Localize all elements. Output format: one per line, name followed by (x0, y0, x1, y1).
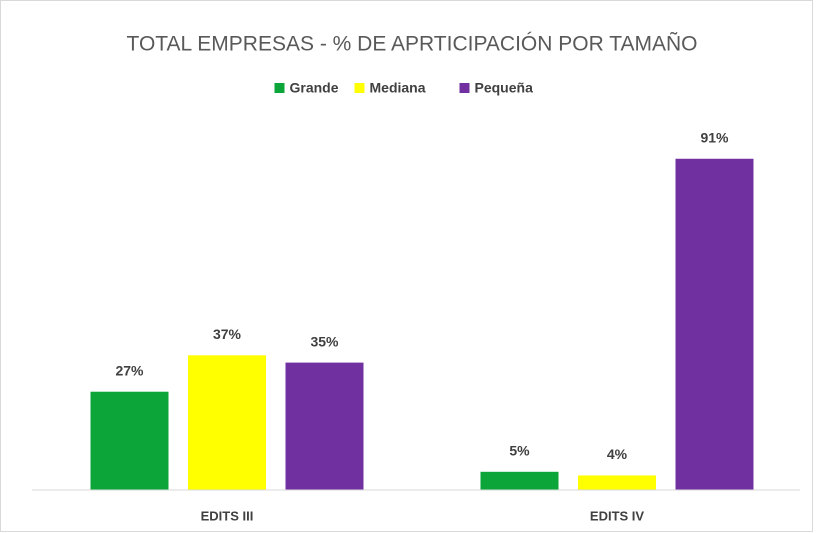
bar (480, 471, 559, 490)
bar (188, 355, 266, 490)
bar (285, 362, 364, 490)
legend-label: Mediana (370, 80, 426, 96)
data-label: 4% (607, 446, 628, 462)
bar (90, 391, 169, 490)
x-tick-label: EDITS III (201, 508, 254, 523)
data-label: 27% (115, 362, 144, 378)
bar (675, 158, 754, 490)
data-label: 37% (213, 326, 242, 342)
data-label: 35% (310, 333, 339, 349)
bar (578, 475, 656, 490)
legend-label: Pequeña (475, 80, 534, 96)
legend-swatch (274, 83, 285, 93)
legend-swatch (459, 83, 470, 93)
legend-swatch (354, 83, 365, 93)
legend-label: Grande (290, 80, 339, 96)
data-label: 5% (509, 443, 530, 459)
data-label: 91% (700, 129, 729, 145)
chart-title: TOTAL EMPRESAS - % DE APRTICIPACIÓN POR … (127, 32, 698, 56)
x-tick-label: EDITS IV (590, 508, 645, 523)
